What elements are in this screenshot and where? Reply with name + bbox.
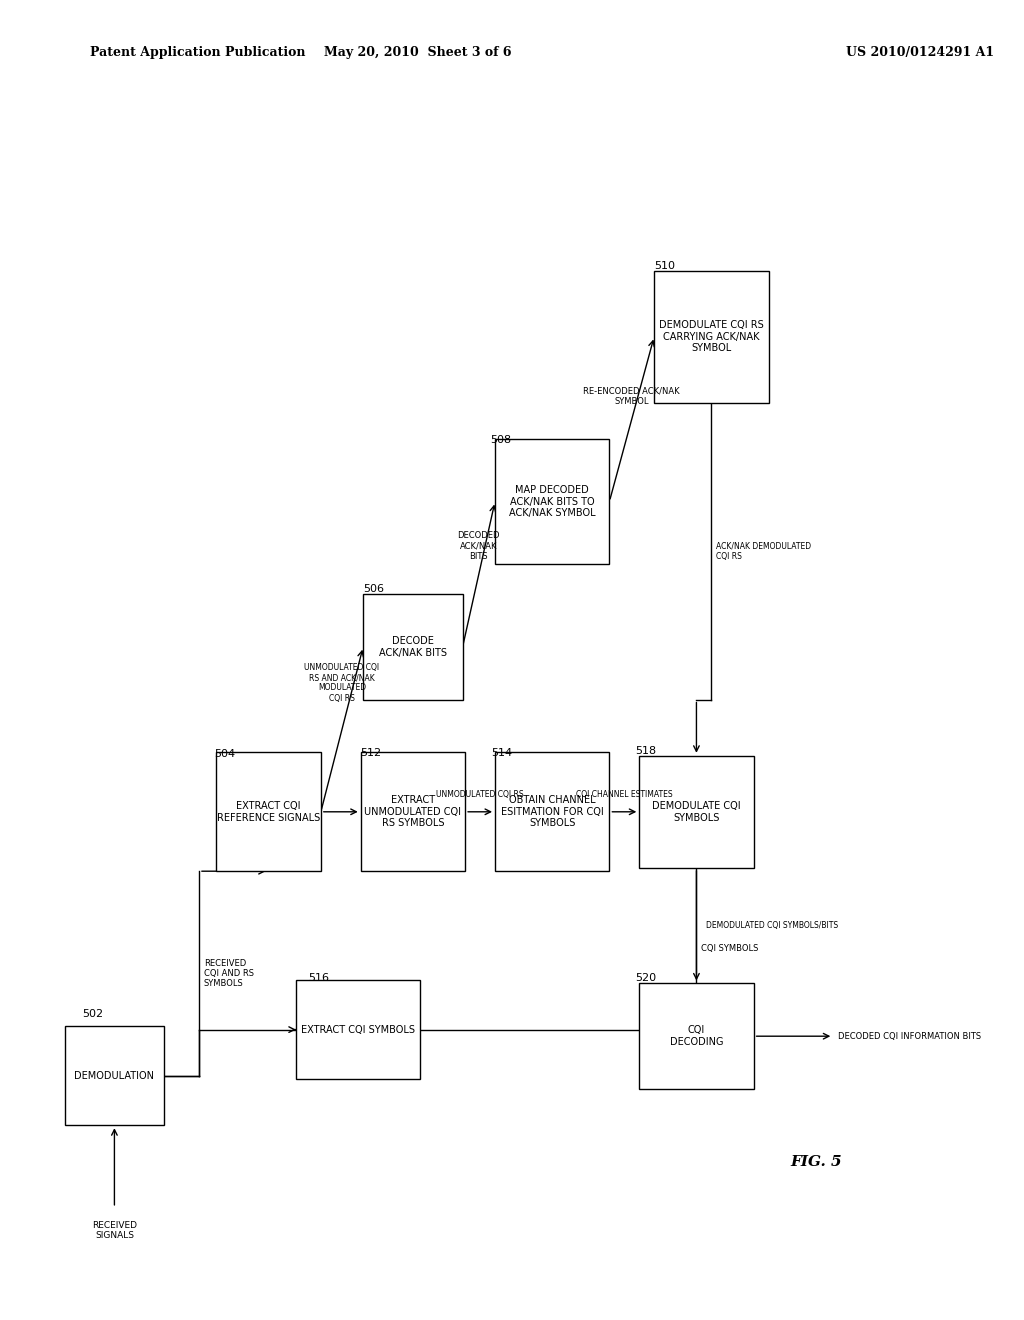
Text: EXTRACT CQI
REFERENCE SIGNALS: EXTRACT CQI REFERENCE SIGNALS <box>217 801 321 822</box>
Text: CQI SYMBOLS: CQI SYMBOLS <box>701 944 759 953</box>
Text: OBTAIN CHANNEL
ESITMATION FOR CQI
SYMBOLS: OBTAIN CHANNEL ESITMATION FOR CQI SYMBOL… <box>501 795 603 829</box>
FancyBboxPatch shape <box>639 755 754 869</box>
Text: FIG. 5: FIG. 5 <box>791 1155 842 1168</box>
Text: 518: 518 <box>635 746 656 756</box>
Text: RECEIVED
CQI AND RS
SYMBOLS: RECEIVED CQI AND RS SYMBOLS <box>204 958 254 989</box>
Text: 504: 504 <box>214 748 236 759</box>
Text: 512: 512 <box>360 747 381 758</box>
Text: CQI CHANNEL ESTIMATES: CQI CHANNEL ESTIMATES <box>575 789 673 799</box>
Text: DECODED
ACK/NAK
BITS: DECODED ACK/NAK BITS <box>458 531 500 561</box>
Text: RE-ENCODED ACK/NAK
SYMBOL: RE-ENCODED ACK/NAK SYMBOL <box>584 387 680 407</box>
Text: 502: 502 <box>83 1008 103 1019</box>
Text: 508: 508 <box>490 434 512 445</box>
Text: 516: 516 <box>308 973 330 983</box>
FancyBboxPatch shape <box>360 752 465 871</box>
FancyBboxPatch shape <box>364 594 463 700</box>
FancyBboxPatch shape <box>639 983 754 1089</box>
FancyBboxPatch shape <box>65 1027 164 1125</box>
FancyBboxPatch shape <box>216 752 321 871</box>
Text: US 2010/0124291 A1: US 2010/0124291 A1 <box>846 46 994 59</box>
Text: Patent Application Publication: Patent Application Publication <box>89 46 305 59</box>
Text: DEMODULATION: DEMODULATION <box>75 1071 155 1081</box>
Text: CQI
DECODING: CQI DECODING <box>670 1026 723 1047</box>
FancyBboxPatch shape <box>495 438 609 565</box>
Text: 520: 520 <box>635 973 656 983</box>
Text: 510: 510 <box>654 260 676 271</box>
Text: DECODE
ACK/NAK BITS: DECODE ACK/NAK BITS <box>379 636 446 657</box>
FancyBboxPatch shape <box>654 271 769 403</box>
Text: May 20, 2010  Sheet 3 of 6: May 20, 2010 Sheet 3 of 6 <box>325 46 512 59</box>
Text: DEMODULATE CQI
SYMBOLS: DEMODULATE CQI SYMBOLS <box>652 801 740 822</box>
FancyBboxPatch shape <box>296 979 420 1080</box>
Text: EXTRACT
UNMODULATED CQI
RS SYMBOLS: EXTRACT UNMODULATED CQI RS SYMBOLS <box>365 795 462 829</box>
Text: UNMODULATED CQI
RS AND ACK/NAK
MODULATED
CQI RS: UNMODULATED CQI RS AND ACK/NAK MODULATED… <box>304 663 380 702</box>
Text: MAP DECODED
ACK/NAK BITS TO
ACK/NAK SYMBOL: MAP DECODED ACK/NAK BITS TO ACK/NAK SYMB… <box>509 484 596 519</box>
Text: 506: 506 <box>364 583 384 594</box>
Text: DEMODULATED CQI SYMBOLS/BITS: DEMODULATED CQI SYMBOLS/BITS <box>707 921 839 931</box>
Text: ACK/NAK DEMODULATED
CQI RS: ACK/NAK DEMODULATED CQI RS <box>717 541 811 561</box>
Text: DEMODULATE CQI RS
CARRYING ACK/NAK
SYMBOL: DEMODULATE CQI RS CARRYING ACK/NAK SYMBO… <box>659 319 764 354</box>
Text: DECODED CQI INFORMATION BITS: DECODED CQI INFORMATION BITS <box>839 1032 981 1040</box>
Text: RECEIVED
SIGNALS: RECEIVED SIGNALS <box>92 1221 137 1241</box>
FancyBboxPatch shape <box>495 752 609 871</box>
Text: EXTRACT CQI SYMBOLS: EXTRACT CQI SYMBOLS <box>301 1024 415 1035</box>
Text: 514: 514 <box>492 747 513 758</box>
Text: UNMODULATED CQI RS: UNMODULATED CQI RS <box>436 789 524 799</box>
